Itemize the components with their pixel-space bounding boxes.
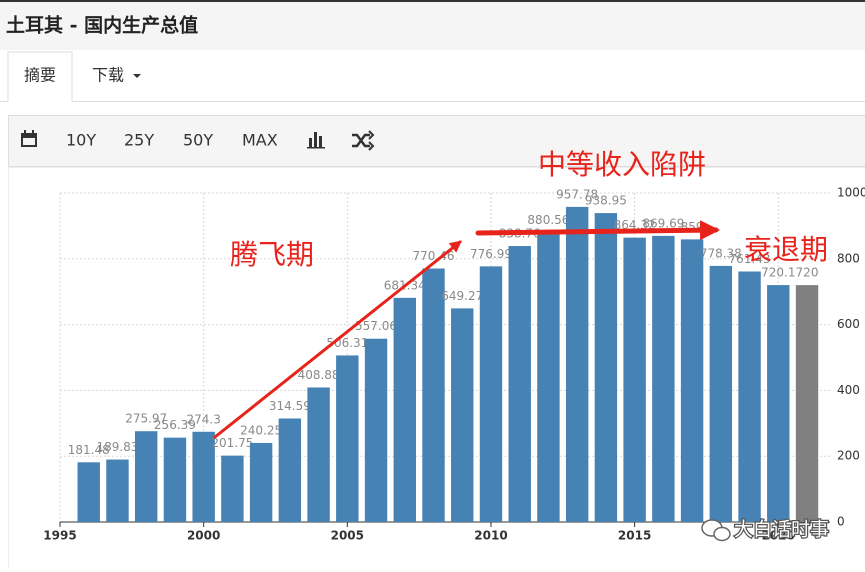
bar — [221, 456, 243, 522]
value-label: 314.59 — [269, 399, 311, 413]
bar — [652, 236, 674, 522]
x-tick-label: 2000 — [187, 529, 220, 543]
value-label: 720 — [796, 266, 819, 280]
range-button[interactable]: MAX — [242, 131, 278, 150]
caret — [133, 74, 141, 78]
value-label: 274.3 — [186, 412, 220, 426]
bar — [710, 266, 732, 522]
value-label: 189.83 — [96, 440, 138, 454]
value-label: 240.25 — [240, 423, 282, 437]
value-label: 201.75 — [211, 436, 253, 450]
bar — [307, 387, 329, 522]
y-tick-label: 600 — [837, 317, 860, 331]
range-button[interactable]: 25Y — [124, 131, 154, 150]
bar — [681, 239, 703, 522]
bar — [537, 232, 559, 522]
tab-gap — [9, 96, 71, 104]
bar — [480, 266, 502, 522]
value-label: 720.1 — [761, 266, 795, 280]
bar — [336, 355, 358, 522]
bar — [365, 339, 387, 522]
bar — [135, 431, 157, 522]
y-tick-label: 1000 — [837, 186, 865, 200]
bar — [164, 438, 186, 522]
value-label: 408.88 — [298, 368, 340, 382]
bar — [106, 460, 128, 522]
bar — [279, 418, 301, 522]
x-tick-label: 2005 — [331, 529, 364, 543]
bar — [623, 238, 645, 522]
annotation: 中等收入陷阱 — [538, 148, 706, 181]
y-tick-label: 400 — [837, 383, 860, 397]
bar — [451, 308, 473, 522]
bar — [508, 246, 530, 522]
value-label: 649.27 — [441, 289, 483, 303]
top-border — [0, 0, 865, 2]
range-button[interactable]: 10Y — [66, 131, 96, 150]
y-tick-label: 0 — [837, 515, 845, 529]
bar — [78, 462, 100, 522]
annotation: 腾飞期 — [230, 238, 314, 271]
value-label: 938.95 — [585, 194, 627, 208]
bar — [394, 298, 416, 522]
bar — [738, 271, 760, 522]
y-tick-label: 800 — [837, 251, 860, 265]
watermark: 大白话时事 — [734, 519, 829, 541]
tab[interactable]: 摘要 — [24, 66, 56, 85]
value-label: 776.99 — [470, 247, 512, 261]
x-tick-label: 1995 — [43, 529, 76, 543]
bar — [250, 443, 272, 522]
bar — [796, 285, 818, 522]
value-label: 880.56 — [527, 213, 569, 227]
x-tick-label: 2010 — [474, 529, 507, 543]
x-tick-label: 2015 — [618, 529, 651, 543]
bar — [422, 269, 444, 522]
annotation: 衰退期 — [744, 233, 828, 266]
page-title: 土耳其 - 国内生产总值 — [6, 14, 198, 37]
tab[interactable]: 下载 — [92, 66, 124, 85]
range-button[interactable]: 50Y — [183, 131, 213, 150]
y-tick-label: 200 — [837, 449, 860, 463]
bar — [566, 207, 588, 522]
bar — [767, 285, 789, 522]
bar — [595, 213, 617, 522]
